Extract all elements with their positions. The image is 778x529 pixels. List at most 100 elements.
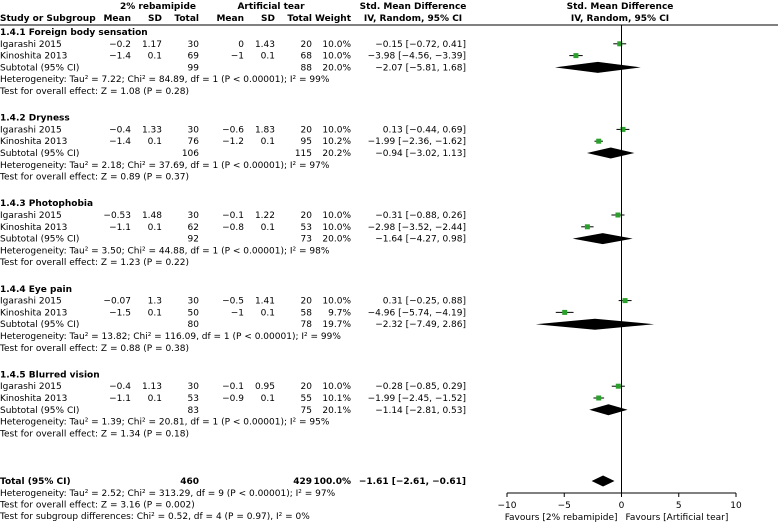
study-name: Kinoshita 2013 xyxy=(0,52,67,62)
study-box xyxy=(596,395,602,401)
study-box xyxy=(562,309,568,315)
overall-effect-text: Test for overall effect: Z = 1.34 (P = 0… xyxy=(0,429,189,439)
total-rebamipide: 69 xyxy=(188,52,200,62)
sd-rebamipide: 1.17 xyxy=(142,40,162,50)
study-weight: 10.2% xyxy=(322,137,351,147)
subtotal-ci: −0.94 [−3.02, 1.13] xyxy=(375,149,466,159)
plot-area: −10 −5 0 5 10 Favours [2% rebamipide] Favours … xyxy=(498,25,742,523)
sd-rebamipide: 0.1 xyxy=(148,137,162,147)
favours-left-label: Favours [2% rebamipide] xyxy=(505,513,618,523)
table-header: 2% rebamipide Artificial tear Std. Mean … xyxy=(0,2,673,24)
overall-effect-text: Test for overall effect: Z = 1.08 (P = 0… xyxy=(0,87,189,97)
subgroup-title: 1.4.5 Blurred vision xyxy=(0,370,100,380)
study-name: Kinoshita 2013 xyxy=(0,308,67,318)
total-rebamipide: 460 xyxy=(180,477,199,487)
mean-rebamipide: −1.1 xyxy=(109,394,131,404)
study-box xyxy=(584,224,590,230)
study-name: Kinoshita 2013 xyxy=(0,137,67,147)
total-artificial-tear: 68 xyxy=(301,52,313,62)
subtotal-diamond xyxy=(554,61,641,73)
sd-artificial-tear: 1.83 xyxy=(255,125,275,135)
subtotal-total-rebamipide: 99 xyxy=(188,63,200,73)
study-box xyxy=(615,212,621,218)
overall-effect-text: Test for overall effect: Z = 0.89 (P = 0… xyxy=(0,173,189,183)
study-ci: −3.98 [−4.56, −3.39] xyxy=(368,52,466,62)
subgroup-title: 1.4.1 Foreign body sensation xyxy=(0,28,148,38)
study-weight: 10.0% xyxy=(322,382,351,392)
heterogeneity-text: Heterogeneity: Tau² = 3.50; Chi² = 44.88… xyxy=(0,246,330,256)
total-rebamipide: 30 xyxy=(188,382,200,392)
total-rebamipide: 53 xyxy=(188,394,199,404)
total-rebamipide: 30 xyxy=(188,297,200,307)
total-label: Total (95% CI) xyxy=(0,477,71,487)
mean-artificial-tear: −1.2 xyxy=(222,137,244,147)
col-mean2: Mean xyxy=(216,14,244,24)
total-rebamipide: 76 xyxy=(188,137,200,147)
subtotal-weight: 20.0% xyxy=(322,63,351,73)
total-rebamipide: 30 xyxy=(188,211,200,221)
subtotal-ci: −2.07 [−5.81, 1.68] xyxy=(375,63,466,73)
col-total1: Total xyxy=(174,14,199,24)
heterogeneity-text: Heterogeneity: Tau² = 1.39; Chi² = 20.81… xyxy=(0,418,330,428)
subgroup-block: 1.4.3 Photophobia Igarashi 2015 −0.53 1.48 3… xyxy=(0,199,466,268)
table-rows: 1.4.1 Foreign body sensation Igarashi 201… xyxy=(0,28,466,522)
total-weight: 100.0% xyxy=(314,477,352,487)
overall-effect-text: Test for overall effect: Z = 1.23 (P = 0… xyxy=(0,258,189,268)
footer-line: Test for overall effect: Z = 3.16 (P = 0… xyxy=(0,501,195,511)
study-weight: 10.0% xyxy=(322,223,351,233)
study-box xyxy=(596,138,602,144)
subgroup-block: 1.4.5 Blurred vision Igarashi 2015 −0.4 1.1… xyxy=(0,370,466,439)
study-name: Kinoshita 2013 xyxy=(0,394,67,404)
total-ci: −1.61 [−2.61, −0.61] xyxy=(359,477,466,487)
overall-effect-text: Test for overall effect: Z = 0.88 (P = 0… xyxy=(0,344,189,354)
mean-artificial-tear: −0.1 xyxy=(222,211,244,221)
mean-rebamipide: −1.5 xyxy=(109,308,131,318)
study-weight: 10.0% xyxy=(322,40,351,50)
subtotal-total-rebamipide: 80 xyxy=(188,320,200,330)
subtotal-weight: 20.0% xyxy=(322,235,351,245)
mean-artificial-tear: −0.8 xyxy=(222,223,244,233)
study-ci: −0.15 [−0.72, 0.41] xyxy=(375,40,466,50)
study-name: Igarashi 2015 xyxy=(0,40,62,50)
study-name: Igarashi 2015 xyxy=(0,297,62,307)
mean-artificial-tear: −1 xyxy=(231,52,244,62)
x-tick-label: −5 xyxy=(558,501,571,511)
sd-rebamipide: 1.48 xyxy=(142,211,162,221)
subtotal-diamond xyxy=(572,233,633,245)
mean-rebamipide: −1.4 xyxy=(109,137,131,147)
col-sd2: SD xyxy=(261,14,275,24)
study-name: Igarashi 2015 xyxy=(0,382,62,392)
total-diamond xyxy=(591,475,615,487)
x-tick-label: 5 xyxy=(676,501,682,511)
subtotal-total-artificial-tear: 78 xyxy=(301,320,313,330)
heterogeneity-text: Heterogeneity: Tau² = 2.18; Chi² = 37.69… xyxy=(0,161,330,171)
col-study: Study or Subgroup xyxy=(0,14,96,24)
footer-line: Test for subgroup differences: Chi² = 0.… xyxy=(0,512,310,522)
sd-artificial-tear: 0.95 xyxy=(255,382,275,392)
mean-rebamipide: −0.07 xyxy=(103,297,131,307)
subtotal-label: Subtotal (95% CI) xyxy=(0,406,79,416)
sd-artificial-tear: 1.22 xyxy=(255,211,275,221)
footer-line: Heterogeneity: Tau² = 2.52; Chi² = 313.2… xyxy=(0,489,336,499)
subtotal-diamond xyxy=(535,318,655,330)
sd-artificial-tear: 1.41 xyxy=(255,297,275,307)
total-artificial-tear: 429 xyxy=(293,477,312,487)
total-rebamipide: 62 xyxy=(188,223,199,233)
total-rebamipide: 30 xyxy=(188,125,200,135)
subgroup-block: 1.4.1 Foreign body sensation Igarashi 201… xyxy=(0,28,466,97)
mean-rebamipide: −0.4 xyxy=(109,125,131,135)
sd-artificial-tear: 1.43 xyxy=(255,40,275,50)
subtotal-weight: 19.7% xyxy=(322,320,351,330)
subtotal-total-artificial-tear: 115 xyxy=(295,149,312,159)
total-artificial-tear: 58 xyxy=(301,308,313,318)
total-rebamipide: 30 xyxy=(188,40,200,50)
study-ci: −1.99 [−2.45, −1.52] xyxy=(368,394,466,404)
mean-artificial-tear: 0 xyxy=(238,40,244,50)
total-artificial-tear: 20 xyxy=(301,211,313,221)
plot-header-title: Std. Mean Difference xyxy=(567,2,674,12)
subtotal-total-artificial-tear: 88 xyxy=(301,63,313,73)
study-name: Igarashi 2015 xyxy=(0,125,62,135)
subtotal-ci: −1.14 [−2.81, 0.53] xyxy=(375,406,466,416)
